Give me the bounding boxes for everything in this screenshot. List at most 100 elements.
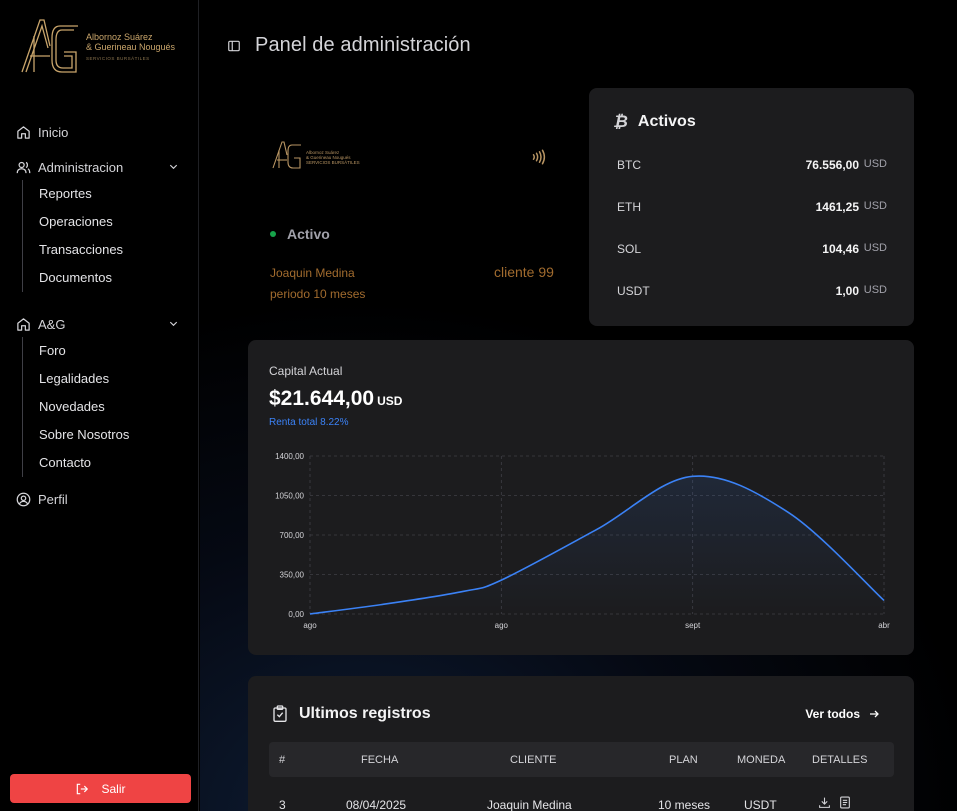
ag-monogram-icon bbox=[21, 19, 78, 73]
records-title-label: Ultimos registros bbox=[299, 705, 431, 722]
cell-cliente: Joaquin Medina bbox=[487, 798, 572, 811]
column-header-fecha: FECHA bbox=[361, 754, 399, 766]
sidebar: Albornoz Suárez & Guerineau Nougués SERV… bbox=[0, 0, 199, 811]
status-dot bbox=[270, 231, 276, 237]
asset-symbol: SOL bbox=[617, 242, 642, 256]
logout-button[interactable]: Salir bbox=[10, 774, 191, 803]
sidebar-item-reportes[interactable]: Reportes bbox=[39, 186, 92, 201]
cell-num: 3 bbox=[279, 798, 286, 811]
user-circle-icon bbox=[16, 492, 31, 506]
cell-fecha: 08/04/2025 bbox=[346, 798, 407, 811]
asset-row: ETH 1461,25 USD bbox=[617, 197, 887, 217]
account-card: Albornoz Suárez & Guerineau Nougués SERV… bbox=[248, 100, 583, 315]
x-tick-label: sept bbox=[685, 621, 701, 630]
capital-currency: USD bbox=[377, 394, 403, 408]
card-brand-tagline: SERVICIOS BURSÁTILES bbox=[306, 160, 360, 165]
card-brand-line2: & Guerineau Nougués bbox=[306, 155, 351, 160]
bitcoin-icon: ₿ bbox=[613, 112, 628, 131]
capital-label: Capital Actual bbox=[269, 364, 343, 378]
asset-value: 104,46 bbox=[822, 242, 859, 256]
capital-renta: Renta total 8.22% bbox=[269, 417, 349, 428]
records-title: Ultimos registros bbox=[272, 705, 431, 723]
capital-chart[interactable]: 0,00 350,00 700,00 1050,00 1400,00 ago ago sept… bbox=[248, 440, 914, 640]
status-badge: Activo bbox=[270, 226, 330, 242]
asset-value: 1461,25 bbox=[815, 200, 859, 214]
page-header: Panel de administración bbox=[227, 34, 471, 57]
asset-currency: USD bbox=[863, 200, 887, 212]
ag-monogram-icon bbox=[272, 141, 301, 169]
sidebar-item-novedades[interactable]: Novedades bbox=[39, 399, 105, 414]
sidebar-item-operaciones[interactable]: Operaciones bbox=[39, 214, 113, 229]
sidebar-item-legalidades[interactable]: Legalidades bbox=[39, 371, 110, 386]
status-label: Activo bbox=[287, 226, 330, 242]
holder-period: periodo 10 meses bbox=[270, 287, 366, 301]
arrow-right-icon bbox=[870, 710, 879, 718]
sidebar-item-sobre-nosotros[interactable]: Sobre Nosotros bbox=[39, 427, 130, 442]
asset-row: BTC 76.556,00 USD bbox=[617, 155, 887, 175]
series-area bbox=[310, 476, 884, 614]
admin-submenu: Reportes Operaciones Transacciones Docum… bbox=[22, 180, 123, 292]
sidebar-item-transacciones[interactable]: Transacciones bbox=[39, 242, 124, 257]
download-icon[interactable] bbox=[818, 796, 831, 809]
sidebar-item-contacto[interactable]: Contacto bbox=[39, 455, 92, 470]
sidebar-item-foro[interactable]: Foro bbox=[39, 343, 66, 358]
records-panel: Ultimos registros Ver todos # FECHA CLIE… bbox=[248, 676, 914, 811]
card-brand-name: Albornoz Suárez & Guerineau Nougués SERV… bbox=[306, 150, 360, 165]
contactless-icon bbox=[532, 149, 546, 165]
main-content: Panel de administración Albornoz Suárez … bbox=[200, 0, 957, 811]
sidebar-item-label: Inicio bbox=[38, 124, 69, 140]
column-header-detalles: DETALLES bbox=[812, 754, 868, 766]
asset-currency: USD bbox=[863, 242, 887, 254]
y-tick-label: 1400,00 bbox=[275, 452, 304, 461]
page-title: Panel de administración bbox=[255, 34, 471, 56]
column-header-cliente: CLIENTE bbox=[510, 754, 557, 766]
holder-name: Joaquin Medina bbox=[270, 266, 355, 280]
sidebar-item-perfil[interactable]: Perfil bbox=[16, 488, 186, 510]
series-line bbox=[309, 475, 885, 615]
logout-label: Salir bbox=[101, 781, 126, 796]
capital-value: $21.644,00 USD bbox=[269, 387, 402, 411]
sidebar-item-administracion[interactable]: Administracion bbox=[16, 156, 186, 178]
home-icon bbox=[17, 125, 30, 139]
asset-currency: USD bbox=[863, 158, 887, 170]
y-tick-label: 1050,00 bbox=[275, 492, 304, 501]
asset-row: USDT 1,00 USD bbox=[617, 281, 887, 301]
column-header-num: # bbox=[279, 754, 286, 766]
sidebar-item-label: A&G bbox=[38, 316, 66, 332]
x-tick-label: abr bbox=[878, 621, 890, 630]
sidebar-item-label: Administracion bbox=[38, 159, 124, 175]
sidebar-item-documentos[interactable]: Documentos bbox=[39, 270, 112, 285]
brand-name-line1: Albornoz Suárez bbox=[86, 32, 153, 42]
brand-logo[interactable]: Albornoz Suárez & Guerineau Nougués SERV… bbox=[20, 16, 190, 78]
card-brand-line1: Albornoz Suárez bbox=[306, 150, 340, 155]
sidebar-item-ag[interactable]: A&G bbox=[16, 313, 186, 335]
brand-name: Albornoz Suárez & Guerineau Nougués SERV… bbox=[86, 32, 175, 64]
logout-icon bbox=[77, 783, 89, 794]
card-holder: Joaquin Medina periodo 10 meses bbox=[270, 263, 365, 305]
asset-symbol: USDT bbox=[617, 284, 650, 298]
document-icon[interactable] bbox=[839, 796, 851, 809]
y-tick-label: 0,00 bbox=[288, 610, 304, 619]
capital-amount: $21.644,00 bbox=[269, 387, 375, 410]
asset-row: SOL 104,46 USD bbox=[617, 239, 887, 259]
brand-name-line2: & Guerineau Nougués bbox=[86, 42, 176, 52]
y-tick-label: 700,00 bbox=[280, 531, 305, 540]
asset-currency: USD bbox=[863, 284, 887, 296]
client-number: cliente 99 bbox=[494, 264, 554, 280]
chevron-down-icon[interactable] bbox=[168, 161, 179, 172]
table-header: # FECHA CLIENTE PLAN MONEDA DETALLES bbox=[269, 742, 894, 777]
cell-moneda: USDT bbox=[744, 798, 777, 811]
capital-panel: Capital Actual $21.644,00 USD Renta total… bbox=[248, 340, 914, 655]
cell-plan: 10 meses bbox=[658, 798, 711, 811]
y-tick-label: 350,00 bbox=[280, 571, 305, 580]
assets-title-label: Activos bbox=[637, 113, 696, 130]
sidebar-toggle-icon[interactable] bbox=[227, 39, 241, 53]
view-all-button[interactable]: Ver todos bbox=[805, 707, 880, 721]
sidebar-item-inicio[interactable]: Inicio bbox=[16, 121, 186, 143]
column-header-moneda: MONEDA bbox=[737, 754, 786, 766]
asset-symbol: ETH bbox=[617, 200, 641, 214]
chevron-down-icon[interactable] bbox=[168, 318, 179, 329]
ag-submenu: Foro Legalidades Novedades Sobre Nosotro… bbox=[22, 337, 129, 477]
column-header-plan: PLAN bbox=[669, 754, 698, 766]
asset-symbol: BTC bbox=[617, 158, 641, 172]
